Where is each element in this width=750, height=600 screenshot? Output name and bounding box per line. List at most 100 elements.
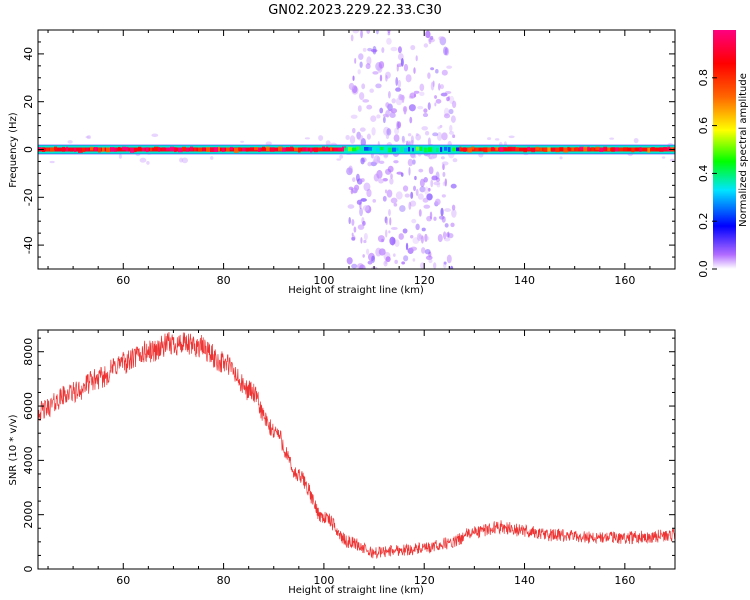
noise-blob xyxy=(372,199,377,203)
noise-blob xyxy=(210,156,214,160)
main-line-speckle xyxy=(294,147,299,151)
noise-blob xyxy=(385,256,391,263)
noise-blob xyxy=(396,171,403,175)
noise-blob xyxy=(118,153,122,159)
main-line-speckle xyxy=(523,147,527,153)
snr-y-tick-label: 6000 xyxy=(22,392,35,420)
noise-blob xyxy=(421,227,426,232)
noise-blob xyxy=(442,261,447,269)
main-line-speckle xyxy=(138,146,142,151)
main-line-speckle xyxy=(587,146,590,151)
noise-blob xyxy=(49,160,55,164)
noise-blob xyxy=(450,265,454,269)
main-line-speckle xyxy=(603,146,608,151)
noise-blob xyxy=(385,229,388,238)
noise-blob xyxy=(352,75,355,81)
spectrogram-y-tick-label: 0 xyxy=(22,146,35,153)
noise-blob xyxy=(450,115,456,123)
noise-blob xyxy=(396,64,399,72)
noise-blob xyxy=(424,233,428,242)
noise-blob xyxy=(430,81,435,91)
noise-blob xyxy=(389,236,396,246)
noise-blob xyxy=(357,105,362,112)
main-line-speckle xyxy=(242,147,246,152)
noise-blob xyxy=(415,134,422,141)
main-line-speckle xyxy=(158,147,161,152)
noise-blob xyxy=(417,193,424,200)
noise-blob xyxy=(408,201,412,210)
main-line-speckle xyxy=(94,146,98,151)
noise-blob xyxy=(409,116,413,124)
noise-blob xyxy=(379,107,384,114)
noise-blob xyxy=(411,218,417,224)
noise-blob xyxy=(370,49,378,53)
noise-blob xyxy=(415,55,418,62)
noise-blob xyxy=(351,127,356,134)
main-line-speckle xyxy=(631,147,635,153)
noise-blob xyxy=(366,56,372,66)
main-line-speckle xyxy=(627,147,632,151)
spectrogram-x-tick-label: 60 xyxy=(116,274,130,287)
main-line-speckle xyxy=(74,147,77,153)
noise-blob xyxy=(426,193,433,201)
noise-blob xyxy=(318,135,324,141)
main-line-speckle xyxy=(371,147,375,152)
noise-blob xyxy=(424,130,430,136)
noise-blob xyxy=(351,218,355,226)
noise-blob xyxy=(421,126,428,131)
noise-blob xyxy=(371,255,376,263)
noise-blob xyxy=(417,105,424,110)
spectrogram-y-label: Frequency (Hz) xyxy=(8,112,19,188)
noise-blob xyxy=(432,80,435,87)
main-line-speckle xyxy=(302,147,307,152)
noise-blob xyxy=(378,178,384,184)
main-line-speckle xyxy=(543,147,548,153)
snr-x-tick-label: 100 xyxy=(313,574,334,587)
noise-blob xyxy=(383,126,390,136)
noise-blob xyxy=(405,74,412,83)
noise-blob xyxy=(444,178,448,187)
main-line-speckle xyxy=(519,147,524,152)
main-line-speckle xyxy=(379,147,384,151)
noise-blob xyxy=(385,75,388,82)
main-line-speckle xyxy=(347,147,353,152)
noise-blob xyxy=(240,140,245,143)
main-line-speckle xyxy=(338,147,343,151)
main-line-speckle xyxy=(439,147,443,152)
colorbar-tick-label: 0.8 xyxy=(697,69,710,87)
noise-blob xyxy=(347,204,355,209)
main-line-speckle xyxy=(391,147,397,152)
main-line-speckle xyxy=(50,147,55,152)
noise-blob xyxy=(352,177,356,183)
noise-blob xyxy=(394,239,400,248)
noise-blob xyxy=(407,133,412,137)
noise-blob xyxy=(359,127,366,132)
main-line-speckle xyxy=(286,147,290,152)
noise-blob xyxy=(424,186,429,195)
noise-blob xyxy=(376,156,381,163)
main-line-speckle xyxy=(254,147,259,151)
main-line-speckle xyxy=(359,147,364,151)
snr-y-tick-label: 4000 xyxy=(22,446,35,474)
main-line-speckle xyxy=(607,147,611,151)
noise-blob xyxy=(418,168,424,173)
main-line-speckle xyxy=(130,147,135,153)
noise-blob xyxy=(438,36,445,41)
spectrogram-y-tick-label: 20 xyxy=(22,95,35,109)
noise-blob xyxy=(394,127,400,135)
noise-blob xyxy=(450,222,455,228)
noise-blob xyxy=(339,154,344,159)
noise-blob xyxy=(422,113,429,118)
spectrogram-panel: 60 80 100 120 140 160 -40 -20 0 20 40 Height of st… xyxy=(8,29,676,296)
main-line-speckle xyxy=(395,147,399,151)
main-line-speckle xyxy=(619,147,623,152)
main-line-speckle xyxy=(38,147,42,151)
main-line-speckle xyxy=(427,147,433,152)
main-line-speckle xyxy=(114,147,117,152)
main-line-speckle xyxy=(499,146,504,152)
main-line-speckle xyxy=(503,147,507,152)
spectrogram-x-label: Height of straight line (km) xyxy=(288,285,424,296)
noise-blob xyxy=(387,30,391,34)
main-line-speckle xyxy=(547,147,551,152)
noise-blob xyxy=(395,97,403,106)
